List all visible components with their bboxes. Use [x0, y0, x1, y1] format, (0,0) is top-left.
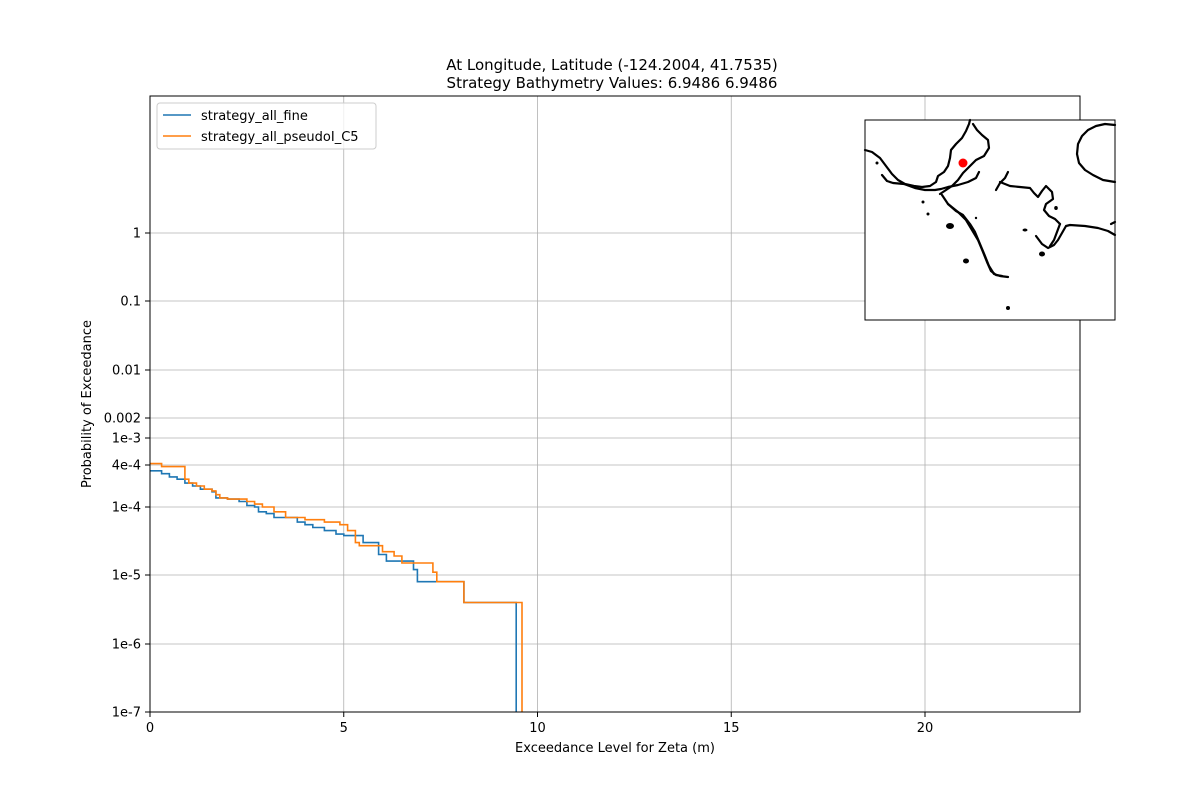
x-axis-label: Exceedance Level for Zeta (m): [515, 741, 715, 756]
y-tick-label: 0.1: [120, 295, 141, 310]
y-tick-label: 1e-3: [112, 432, 141, 447]
x-tick-label: 15: [723, 721, 740, 736]
series-layer: [150, 462, 523, 712]
plot-frame: [149, 95, 1081, 713]
inset-map: [863, 118, 1117, 321]
y-tick-label: 0.002: [104, 412, 141, 427]
x-tick-label: 5: [340, 721, 348, 736]
legend-label-fine: strategy_all_fine: [201, 109, 308, 124]
y-axis-label: Probability of Exceedance: [80, 320, 95, 488]
legend: strategy_all_fine strategy_all_pseudoI_C…: [156, 102, 377, 150]
y-tick-label: 1e-4: [112, 501, 141, 516]
x-tick-label: 0: [146, 721, 154, 736]
chart-title-line1: At Longitude, Latitude (-124.2004, 41.75…: [446, 56, 778, 74]
x-tick-label: 20: [917, 721, 934, 736]
grid-lines: [150, 96, 1080, 712]
y-tick-label: 1e-7: [112, 706, 141, 721]
location-marker: [958, 158, 968, 168]
inset-map-frame: [864, 119, 1116, 321]
series-line-fine: [150, 470, 517, 712]
y-tick-label: 4e-4: [112, 459, 141, 474]
legend-box: [156, 102, 377, 150]
y-tick-label: 1e-6: [112, 638, 141, 653]
coastline: [863, 118, 1117, 279]
chart-title-line2: Strategy Bathymetry Values: 6.9486 6.948…: [447, 74, 778, 92]
y-tick-label: 0.01: [112, 364, 141, 379]
islands: [875, 161, 1058, 310]
legend-label-pseudo: strategy_all_pseudoI_C5: [201, 130, 359, 145]
x-tick-label: 10: [529, 721, 546, 736]
y-tick-label: 1e-5: [112, 569, 141, 584]
y-tick-label: 1: [133, 227, 141, 242]
y-axis-ticks: 1e-7 1e-6 1e-5 1e-4 4e-4 1e-3 0.002 0.01 0.1 1: [104, 227, 150, 721]
series-line-pseudo: [150, 462, 523, 712]
x-axis-ticks: 0 5 10 15 20: [146, 712, 933, 736]
